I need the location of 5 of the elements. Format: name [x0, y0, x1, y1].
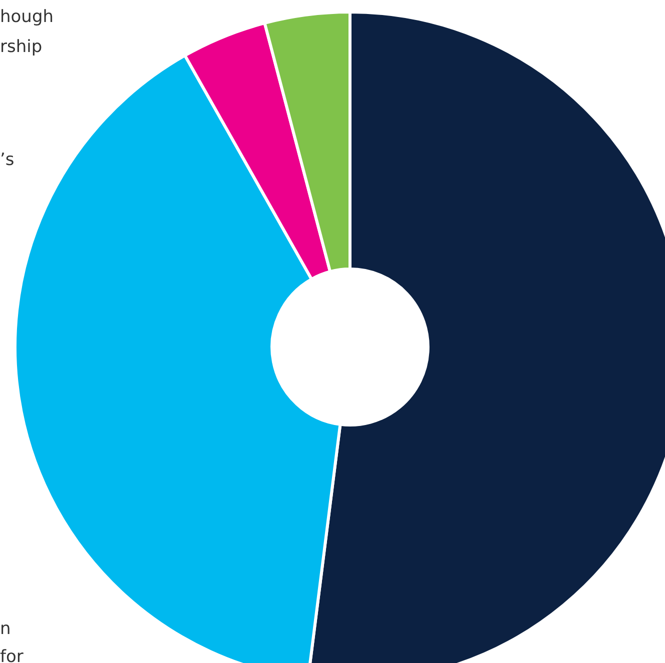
text: for: [0, 647, 24, 663]
text: ’s: [0, 150, 14, 170]
text: rship: [0, 37, 42, 57]
text: hough: [0, 7, 54, 27]
text: n: [0, 619, 11, 639]
